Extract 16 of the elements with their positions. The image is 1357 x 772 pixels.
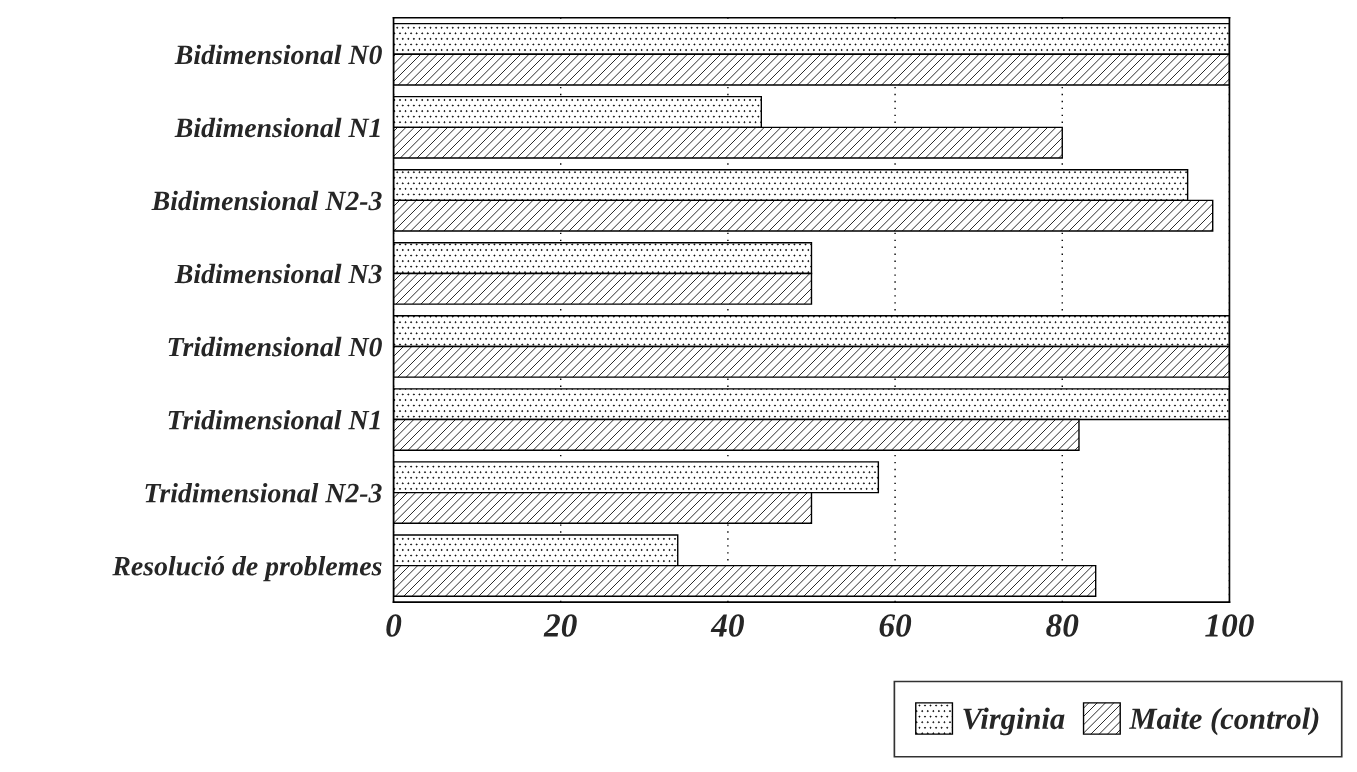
y-tick-label: Bidimensional N0 bbox=[174, 44, 382, 65]
legend-label: Maite (control) bbox=[1128, 707, 1319, 736]
y-tick-label: Tridimensional N1 bbox=[168, 409, 380, 430]
x-tick-label: 100 bbox=[1205, 614, 1254, 637]
x-tick-label: 0 bbox=[386, 614, 402, 637]
x-tick-label: 60 bbox=[879, 614, 912, 637]
legend-label: Virginia bbox=[963, 707, 1065, 736]
x-tick-label: 40 bbox=[710, 614, 744, 637]
x-tick-label: 80 bbox=[1046, 614, 1079, 637]
y-tick-label: Bidimensional N2-3 bbox=[151, 190, 382, 211]
y-tick-label: Tridimensional N2-3 bbox=[145, 482, 382, 503]
x-tick-label: 20 bbox=[543, 614, 577, 637]
y-tick-label: Resolució de problemes bbox=[112, 555, 382, 582]
y-tick-label: Bidimensional N1 bbox=[174, 117, 380, 138]
y-tick-label: Bidimensional N3 bbox=[174, 263, 382, 284]
y-tick-label: Tridimensional N0 bbox=[168, 336, 382, 357]
